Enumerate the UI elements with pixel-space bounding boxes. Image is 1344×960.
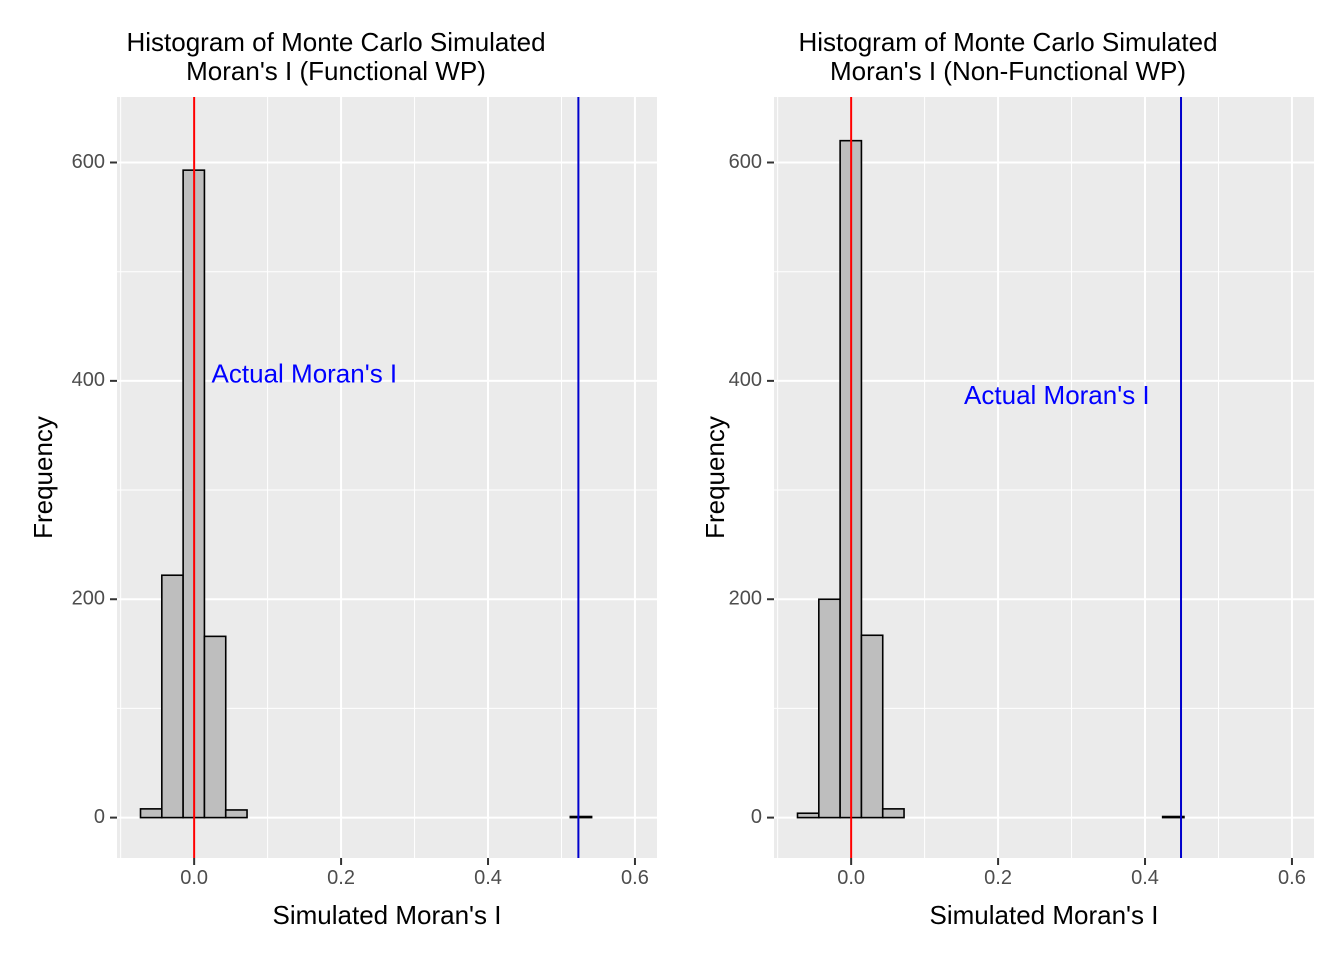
histogram-bar [860, 634, 884, 819]
y-tick-label: 600 [729, 151, 762, 173]
x-tick-label: 0.4 [474, 867, 502, 889]
chart-title-line-2: Moran's I (Non-Functional WP) [829, 56, 1187, 86]
histogram-bar [203, 635, 227, 819]
chart-title-line-1: Histogram of Monte Carlo Simulated [798, 27, 1218, 57]
y-tick-label: 0 [751, 806, 762, 828]
annotation-actual-morans-i: Actual Moran's I [964, 380, 1150, 410]
annotation-actual-morans-i: Actual Moran's I [212, 358, 398, 388]
y-tick-label: 600 [72, 151, 105, 173]
y-tick-label: 400 [729, 369, 762, 391]
y-tick-label: 0 [94, 806, 105, 828]
histogram-bar [224, 809, 248, 819]
chart-title-line-1: Histogram of Monte Carlo Simulated [126, 27, 546, 57]
histogram-bar [881, 808, 905, 819]
histogram-bar [161, 574, 184, 819]
y-tick-label: 200 [72, 588, 105, 610]
chart-panel-non-functional: Histogram of Monte Carlo Simulated Moran… [672, 0, 1344, 960]
x-axis-title: Simulated Moran's I [930, 900, 1159, 930]
y-axis-title: Frequency [28, 416, 58, 539]
chart-title-line-2: Moran's I (Functional WP) [186, 56, 486, 86]
x-tick-label: 0.0 [837, 867, 865, 889]
histogram-bar [796, 812, 820, 819]
x-tick-label: 0.6 [621, 867, 649, 889]
x-tick-label: 0.2 [984, 867, 1012, 889]
x-tick-label: 0.2 [327, 867, 355, 889]
histogram-non-functional: Actual Moran's I 0.0 0.2 0.4 0.6 0 200 400 600 Si… [700, 97, 1314, 930]
x-tick-label: 0.6 [1278, 867, 1306, 889]
chart-panel-functional: Histogram of Monte Carlo Simulated Moran… [28, 27, 657, 930]
x-tick-label: 0.4 [1131, 867, 1159, 889]
y-tick-label: 200 [729, 588, 762, 610]
y-axis-title: Frequency [700, 416, 730, 539]
histogram-bar [569, 815, 593, 819]
histogram-bar [1161, 815, 1185, 819]
x-axis-title: Simulated Moran's I [273, 900, 502, 930]
y-tick-label: 400 [72, 369, 105, 391]
x-tick-label: 0.0 [180, 867, 208, 889]
histogram-bar [139, 808, 163, 819]
histogram-bar [818, 598, 841, 819]
histogram-functional: Actual Moran's I 0.0 0.2 0.4 0.6 0 200 400 600 Si… [28, 97, 657, 930]
